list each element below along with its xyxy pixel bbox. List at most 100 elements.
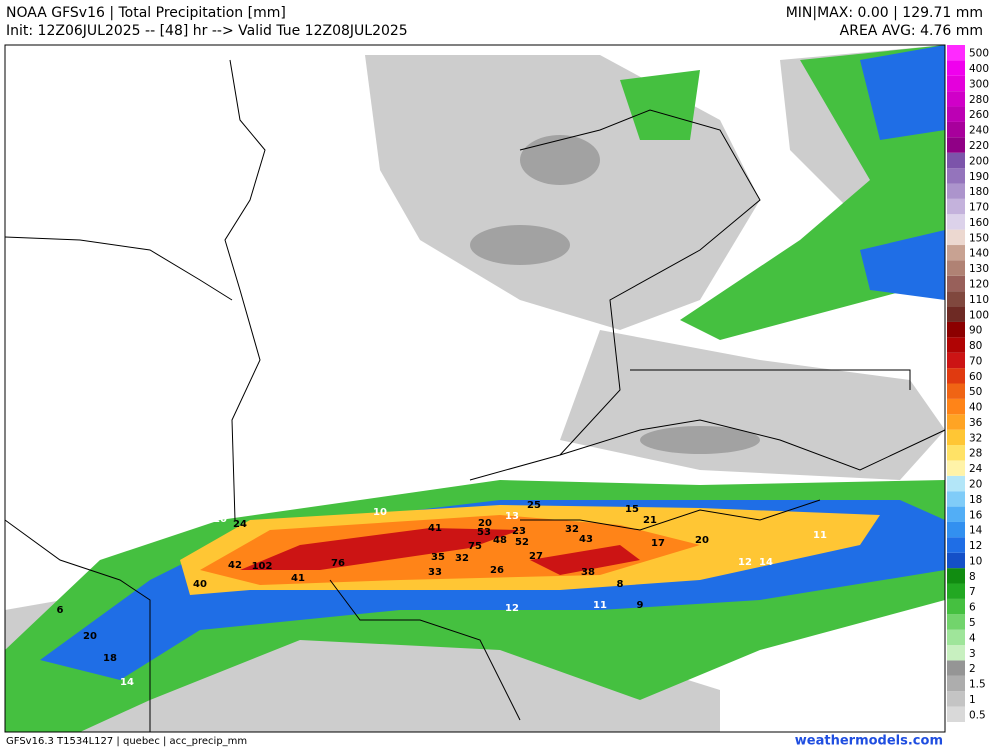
site: weathermodels.com xyxy=(795,734,943,749)
colorbar-label: 220 xyxy=(969,140,989,152)
colorbar-cell xyxy=(947,521,965,538)
colorbar-label: 60 xyxy=(969,371,982,383)
colorbar-cell xyxy=(947,691,965,707)
map-value-label: 17 xyxy=(651,538,665,549)
colorbar-label: 200 xyxy=(969,155,989,167)
colorbar-label: 3 xyxy=(969,648,976,660)
map-value-label: 43 xyxy=(579,534,593,545)
map-value-label: 10 xyxy=(213,514,227,525)
map-value-label: 10 xyxy=(373,507,387,518)
colorbar-label: 500 xyxy=(969,48,989,60)
colorbar-cell xyxy=(947,398,965,415)
map-value-label: 102 xyxy=(252,561,273,572)
colorbar-cell xyxy=(947,598,965,615)
colorbar-label: 100 xyxy=(969,309,989,321)
colorbar-cell xyxy=(947,121,965,138)
map-value-label: 24 xyxy=(233,519,247,530)
colorbar-label: 1.5 xyxy=(969,679,986,691)
colorbar-cell xyxy=(947,568,965,584)
colorbar-cell xyxy=(947,183,965,199)
colorbar-label: 240 xyxy=(969,125,989,137)
colorbar-cell xyxy=(947,291,965,307)
coastlines xyxy=(4,59,946,732)
map-value-label: 15 xyxy=(625,504,639,515)
model-info: GFSv16.3 T1534L127 | quebec | acc_precip… xyxy=(6,736,247,747)
colorbar-cell xyxy=(947,214,965,230)
colorbar-label: 70 xyxy=(969,355,982,367)
colorbar-label: 160 xyxy=(969,217,989,229)
map-value-label: 14 xyxy=(278,502,292,513)
colorbar-cell xyxy=(947,660,965,676)
map-value-label: 14 xyxy=(120,677,134,688)
map-value-label: 42 xyxy=(228,560,242,571)
colorbar-cell xyxy=(947,645,965,661)
map-value-label: 23 xyxy=(512,526,526,537)
colorbar-cell xyxy=(947,706,965,722)
colorbar-label: 150 xyxy=(969,232,989,244)
map-value-label: 76 xyxy=(331,558,345,569)
colorbar-cell xyxy=(947,445,965,461)
colorbar-cell xyxy=(947,245,965,261)
colorbar-label: 140 xyxy=(969,248,989,260)
colorbar-label: 36 xyxy=(969,417,983,429)
map-value-label: 52 xyxy=(515,537,529,548)
colorbar-cell xyxy=(947,460,965,476)
colorbar-label: 40 xyxy=(969,402,982,414)
colorbar-label: 260 xyxy=(969,109,989,121)
colorbar-cell xyxy=(947,60,965,76)
map-value-label: 41 xyxy=(291,573,305,584)
map-value-label: 13 xyxy=(505,511,519,522)
map-value-label: 11 xyxy=(593,600,607,611)
map-value-label: 32 xyxy=(455,553,469,564)
colorbar-label: 28 xyxy=(969,448,982,460)
map-value-label: 32 xyxy=(565,524,579,535)
map-value-label: 38 xyxy=(581,567,595,578)
colorbar-label: 0.5 xyxy=(969,709,986,721)
colorbar-cell xyxy=(947,675,965,692)
map-frame xyxy=(4,44,946,733)
colorbar-label: 120 xyxy=(969,278,989,290)
colorbar-cell xyxy=(947,414,965,430)
colorbar-cell xyxy=(947,137,965,153)
colorbar-label: 90 xyxy=(969,325,982,337)
colorbar-label: 170 xyxy=(969,202,989,214)
colorbar-label: 14 xyxy=(969,525,983,537)
map-value-label: 12 xyxy=(738,557,752,568)
colorbar-label: 8 xyxy=(969,571,976,583)
map-value-label: 9 xyxy=(637,600,644,611)
map-value-label: 75 xyxy=(468,541,482,552)
colorbar-label: 50 xyxy=(969,386,982,398)
map-value-label: 53 xyxy=(477,527,491,538)
colorbar-label: 1 xyxy=(969,694,976,706)
colorbar-label: 6 xyxy=(969,602,976,614)
colorbar-cell xyxy=(947,91,965,107)
colorbar-label: 130 xyxy=(969,263,989,275)
colorbar-label: 300 xyxy=(969,78,989,90)
colorbar-label: 2 xyxy=(969,663,976,675)
map-value-label: 21 xyxy=(643,515,657,526)
colorbar-cell xyxy=(947,429,965,446)
colorbar-cell xyxy=(947,275,965,292)
colorbar-label: 12 xyxy=(969,540,982,552)
colorbar-label: 16 xyxy=(969,509,983,521)
colorbar-cell xyxy=(947,491,965,507)
colorbar-label: 10 xyxy=(969,555,982,567)
map-value-label: 35 xyxy=(431,552,445,563)
colorbar-cell xyxy=(947,337,965,353)
map-value-label: 6 xyxy=(57,605,64,616)
colorbar-cell xyxy=(947,614,965,630)
map-value-label: 20 xyxy=(83,631,97,642)
colorbar-cell xyxy=(947,45,965,61)
colorbar-cell xyxy=(947,552,965,569)
colorbar-cell xyxy=(947,537,965,553)
colorbar-cell xyxy=(947,260,965,276)
colorbar-cell xyxy=(947,321,965,338)
colorbar-label: 24 xyxy=(969,463,983,475)
colorbar-cell xyxy=(947,583,965,599)
colorbar-label: 32 xyxy=(969,432,982,444)
map-value-label: 20 xyxy=(478,518,492,529)
area-avg: AREA AVG: 4.76 mm xyxy=(840,23,983,39)
map-value-label: 20 xyxy=(695,535,709,546)
